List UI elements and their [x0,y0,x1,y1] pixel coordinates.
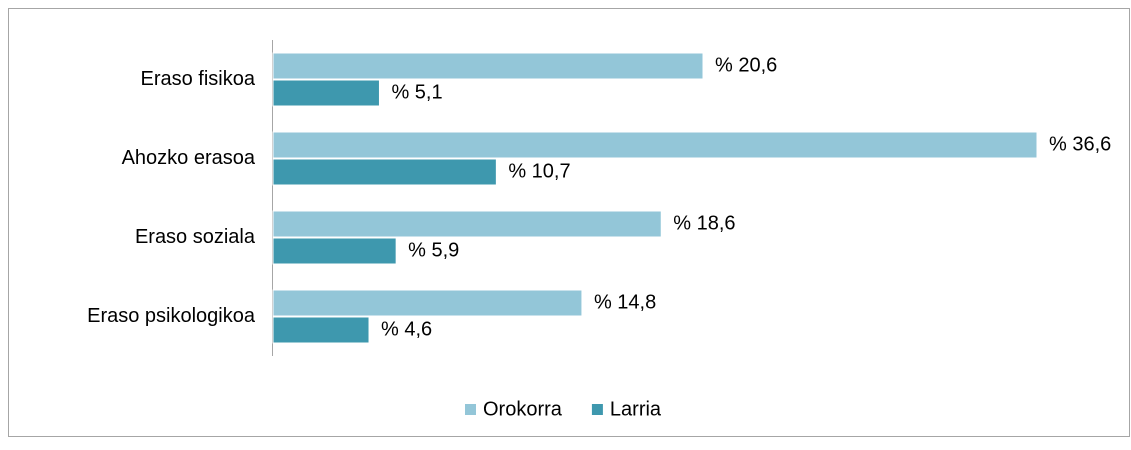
value-label: % 5,1 [391,81,442,103]
value-label: % 20,6 [715,54,777,76]
category-label: Eraso psikologikoa [87,305,256,327]
value-label: % 14,8 [594,291,656,313]
legend-label: Larria [610,398,662,420]
legend-swatch [591,404,603,415]
bar [272,289,583,317]
value-label: % 36,6 [1049,133,1111,155]
value-label: % 5,9 [408,239,459,261]
legend-swatch [465,404,476,415]
category-label: Eraso soziala [135,226,256,248]
value-label: % 4,6 [381,318,432,340]
bar [272,316,370,344]
bar [272,237,397,265]
bar [272,158,497,186]
category-label: Eraso fisikoa [141,68,256,90]
value-label: % 10,7 [508,160,570,182]
value-label: % 18,6 [673,212,735,234]
bar [272,131,1038,159]
bar [272,52,704,80]
legend-label: Orokorra [483,398,563,420]
category-label: Ahozko erasoa [122,147,256,169]
bar [272,79,380,107]
bar [272,210,662,238]
